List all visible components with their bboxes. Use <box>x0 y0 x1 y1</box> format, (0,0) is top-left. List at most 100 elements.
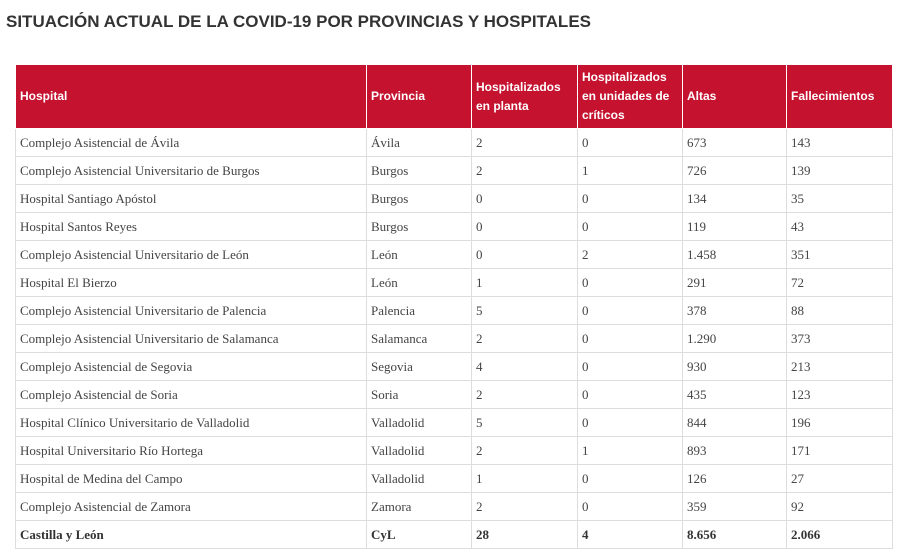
total-row: Castilla y León CyL 28 4 8.656 2.066 <box>15 520 893 549</box>
table-cell: 1 <box>577 156 683 185</box>
table-cell: 0 <box>577 212 683 241</box>
header-row: Hospital Provincia Hospitalizados en plant… <box>15 64 893 129</box>
table-cell: Valladolid <box>366 436 472 465</box>
table-row: Complejo Asistencial de Ávila Ávila 2 0 673 1… <box>15 128 893 157</box>
column-header: Hospitalizados en unidades de críticos <box>577 64 683 129</box>
total-cell: 4 <box>577 520 683 549</box>
table-cell: 1 <box>471 268 578 297</box>
table-cell: 5 <box>471 296 578 325</box>
table-row: Hospital El Bierzo León 1 0 291 72 <box>15 268 893 297</box>
table-cell: 673 <box>682 128 787 157</box>
column-header: Provincia <box>366 64 472 129</box>
table-cell: Hospital de Medina del Campo <box>15 464 367 493</box>
table-row: Complejo Asistencial Universitario de Bu… <box>15 156 893 185</box>
table-cell: 2 <box>577 240 683 269</box>
table-cell: 0 <box>577 296 683 325</box>
table-cell: 373 <box>786 324 893 353</box>
table-cell: 0 <box>577 128 683 157</box>
table-cell: Complejo Asistencial Universitario de Pa… <box>15 296 367 325</box>
table-cell: Burgos <box>366 212 472 241</box>
table-cell: Valladolid <box>366 408 472 437</box>
total-cell: 2.066 <box>786 520 893 549</box>
table-cell: Hospital Santiago Apóstol <box>15 184 367 213</box>
table-cell: 2 <box>471 128 578 157</box>
column-header: Hospital <box>15 64 367 129</box>
table-cell: 171 <box>786 436 893 465</box>
table-cell: Complejo Asistencial Universitario de Sa… <box>15 324 367 353</box>
table-row: Hospital Universitario Río Hortega Vallad… <box>15 436 893 465</box>
table-cell: 139 <box>786 156 893 185</box>
table-cell: 930 <box>682 352 787 381</box>
table-cell: 291 <box>682 268 787 297</box>
table-cell: Zamora <box>366 492 472 521</box>
table-cell: Ávila <box>366 128 472 157</box>
table-cell: Valladolid <box>366 464 472 493</box>
table-cell: 0 <box>577 380 683 409</box>
table-row: Complejo Asistencial de Segovia Segovia 4 0… <box>15 352 893 381</box>
table-row: Complejo Asistencial Universitario de Sa… <box>15 324 893 353</box>
table-cell: 0 <box>577 464 683 493</box>
table-cell: Hospital El Bierzo <box>15 268 367 297</box>
table-cell: 351 <box>786 240 893 269</box>
table-cell: 123 <box>786 380 893 409</box>
total-cell: 8.656 <box>682 520 787 549</box>
column-header: Hospitalizados en planta <box>471 64 578 129</box>
table-cell: 1 <box>577 436 683 465</box>
table-row: Hospital de Medina del Campo Valladolid 1 0… <box>15 464 893 493</box>
table-cell: Hospital Santos Reyes <box>15 212 367 241</box>
table-cell: Complejo Asistencial de Zamora <box>15 492 367 521</box>
table-cell: 72 <box>786 268 893 297</box>
table-row: Hospital Santiago Apóstol Burgos 0 0 134 35 <box>15 184 893 213</box>
table-cell: 726 <box>682 156 787 185</box>
column-header: Fallecimientos <box>786 64 893 129</box>
table-cell: 0 <box>577 268 683 297</box>
table-cell: 359 <box>682 492 787 521</box>
table-cell: Palencia <box>366 296 472 325</box>
table-cell: 119 <box>682 212 787 241</box>
column-header: Altas <box>682 64 787 129</box>
table-cell: 27 <box>786 464 893 493</box>
table-cell: 2 <box>471 492 578 521</box>
table-row: Complejo Asistencial de Soria Soria 2 0 435 1… <box>15 380 893 409</box>
data-table: Hospital Provincia Hospitalizados en plant… <box>15 64 893 549</box>
table-cell: Hospital Clínico Universitario de Vallad… <box>15 408 367 437</box>
table-cell: 4 <box>471 352 578 381</box>
table-cell: Burgos <box>366 184 472 213</box>
table-cell: 134 <box>682 184 787 213</box>
table-cell: 5 <box>471 408 578 437</box>
table-cell: 0 <box>577 324 683 353</box>
table-cell: Complejo Asistencial Universitario de Le… <box>15 240 367 269</box>
table-cell: 2 <box>471 156 578 185</box>
table-cell: 2 <box>471 436 578 465</box>
table-row: Hospital Santos Reyes Burgos 0 0 119 43 <box>15 212 893 241</box>
table-row: Complejo Asistencial Universitario de Pa… <box>15 296 893 325</box>
table-cell: 92 <box>786 492 893 521</box>
table-cell: 43 <box>786 212 893 241</box>
total-cell: Castilla y León <box>15 520 367 549</box>
table-cell: 143 <box>786 128 893 157</box>
total-cell: CyL <box>366 520 472 549</box>
table-cell: 0 <box>471 184 578 213</box>
table-cell: León <box>366 268 472 297</box>
table-cell: 1.458 <box>682 240 787 269</box>
table-cell: Segovia <box>366 352 472 381</box>
table-cell: 126 <box>682 464 787 493</box>
table-cell: Complejo Asistencial Universitario de Bu… <box>15 156 367 185</box>
table-cell: 893 <box>682 436 787 465</box>
table-row: Complejo Asistencial de Zamora Zamora 2 0 35… <box>15 492 893 521</box>
table-cell: Hospital Universitario Río Hortega <box>15 436 367 465</box>
table-cell: 35 <box>786 184 893 213</box>
table-cell: 196 <box>786 408 893 437</box>
table-cell: Burgos <box>366 156 472 185</box>
table-cell: 213 <box>786 352 893 381</box>
table-cell: 0 <box>577 184 683 213</box>
table-cell: 1.290 <box>682 324 787 353</box>
table-cell: León <box>366 240 472 269</box>
table-cell: 844 <box>682 408 787 437</box>
table-cell: Complejo Asistencial de Segovia <box>15 352 367 381</box>
table-cell: 0 <box>577 492 683 521</box>
table-cell: Soria <box>366 380 472 409</box>
table-cell: 378 <box>682 296 787 325</box>
table-cell: 0 <box>577 352 683 381</box>
